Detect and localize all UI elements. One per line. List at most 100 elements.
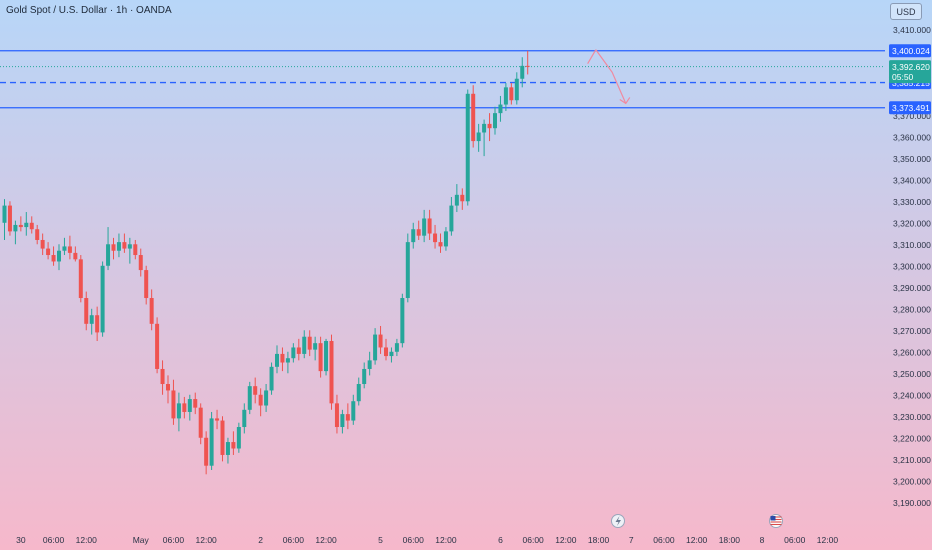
candle-body bbox=[291, 347, 296, 359]
x-tick-label: May bbox=[133, 535, 150, 545]
candle-body bbox=[329, 341, 334, 404]
candle-body bbox=[378, 334, 383, 348]
candle-body bbox=[29, 222, 34, 230]
candle bbox=[280, 347, 285, 372]
candle bbox=[166, 375, 170, 404]
y-tick-label: 3,270.000 bbox=[893, 326, 931, 336]
candle bbox=[525, 50, 530, 75]
candle-body bbox=[204, 437, 209, 466]
candle-body bbox=[345, 414, 350, 421]
candle-body bbox=[13, 224, 18, 232]
x-tick-label: 06:00 bbox=[283, 535, 305, 545]
candle-body bbox=[356, 384, 361, 402]
candle-body bbox=[443, 231, 448, 247]
candle bbox=[35, 224, 40, 245]
y-tick-label: 3,340.000 bbox=[893, 175, 931, 185]
candle-body bbox=[394, 343, 399, 352]
candle-body bbox=[280, 353, 285, 363]
candle-body bbox=[362, 368, 367, 385]
candle bbox=[318, 336, 323, 378]
candle-body bbox=[198, 407, 203, 438]
x-tick-label: 12:00 bbox=[315, 535, 337, 545]
price-labels: 3,400.0243,385.2153,373.4913,392.62005:5… bbox=[889, 44, 931, 115]
dividends-event-icon[interactable] bbox=[611, 514, 625, 528]
candle bbox=[296, 338, 301, 361]
candle-body bbox=[449, 205, 454, 232]
candle-body bbox=[367, 360, 372, 369]
candle bbox=[443, 227, 448, 251]
candle-body bbox=[225, 442, 230, 455]
candle bbox=[127, 237, 132, 264]
candle-body bbox=[476, 132, 481, 142]
y-tick-label: 3,260.000 bbox=[893, 347, 931, 357]
x-tick-label: 6 bbox=[498, 535, 503, 545]
candle bbox=[422, 209, 427, 243]
candle-body bbox=[269, 366, 274, 391]
x-tick-label: 5 bbox=[378, 535, 383, 545]
horizontal-levels bbox=[0, 50, 885, 109]
candle bbox=[133, 239, 138, 260]
candle bbox=[487, 113, 492, 142]
candle bbox=[493, 106, 497, 135]
level-price-label: 3,373.491 bbox=[889, 101, 931, 115]
candle-body bbox=[411, 229, 416, 243]
candle bbox=[182, 396, 187, 419]
candle bbox=[242, 403, 247, 434]
candle bbox=[307, 330, 312, 357]
candle-body bbox=[133, 244, 138, 256]
y-tick-label: 3,240.000 bbox=[893, 390, 931, 400]
candle-body bbox=[405, 242, 410, 299]
candle bbox=[29, 216, 34, 234]
x-tick-label: 30 bbox=[16, 535, 26, 545]
candle-body bbox=[520, 65, 525, 79]
us-flag-event-icon[interactable] bbox=[769, 514, 783, 528]
candle-body bbox=[111, 244, 116, 251]
y-tick-label: 3,190.000 bbox=[893, 498, 931, 508]
candle-body bbox=[57, 250, 61, 262]
candle-body bbox=[400, 298, 405, 344]
candle bbox=[57, 244, 61, 271]
candle bbox=[198, 403, 203, 445]
candle bbox=[416, 220, 421, 240]
candle-body bbox=[427, 218, 432, 234]
candle bbox=[411, 222, 416, 249]
candle-body bbox=[89, 315, 94, 324]
candle-body bbox=[373, 334, 378, 361]
y-tick-label: 3,280.000 bbox=[893, 304, 931, 314]
candle-body bbox=[236, 427, 241, 449]
y-tick-label: 3,360.000 bbox=[893, 132, 931, 142]
candle bbox=[84, 291, 89, 331]
candle bbox=[144, 265, 149, 305]
candle-body bbox=[509, 87, 514, 101]
candle-body bbox=[313, 343, 318, 350]
candle bbox=[264, 384, 269, 412]
candle-body bbox=[242, 409, 247, 428]
x-tick-label: 06:00 bbox=[403, 535, 425, 545]
y-tick-label: 3,230.000 bbox=[893, 412, 931, 422]
chart-title: Gold Spot / U.S. Dollar · 1h · OANDA bbox=[6, 5, 172, 16]
y-tick-label: 3,320.000 bbox=[893, 218, 931, 228]
currency-button[interactable]: USD bbox=[890, 3, 922, 20]
candle bbox=[100, 261, 105, 337]
candle-body bbox=[35, 229, 40, 240]
candle bbox=[7, 201, 12, 236]
candle bbox=[438, 233, 443, 253]
candle bbox=[67, 235, 72, 260]
candle-body bbox=[187, 399, 192, 412]
candle bbox=[13, 220, 18, 245]
candle bbox=[106, 227, 111, 271]
candle bbox=[378, 325, 383, 354]
candle bbox=[449, 196, 454, 236]
candle-body bbox=[51, 255, 56, 262]
candle bbox=[209, 411, 214, 471]
price-axis[interactable]: 3,190.000 3,200.000 3,210.000 3,220.000 3,23… bbox=[893, 25, 931, 508]
candle-body bbox=[422, 218, 427, 236]
time-axis[interactable]: 30 06:00 12:00 May 06:00 12:00 2 06:00 12:00 5 06:… bbox=[16, 535, 838, 545]
candle-body bbox=[46, 248, 51, 256]
x-tick-label: 12:00 bbox=[555, 535, 577, 545]
candle bbox=[291, 343, 296, 363]
level-price-label-text: 3,400.024 bbox=[892, 46, 930, 56]
candle bbox=[356, 377, 361, 406]
